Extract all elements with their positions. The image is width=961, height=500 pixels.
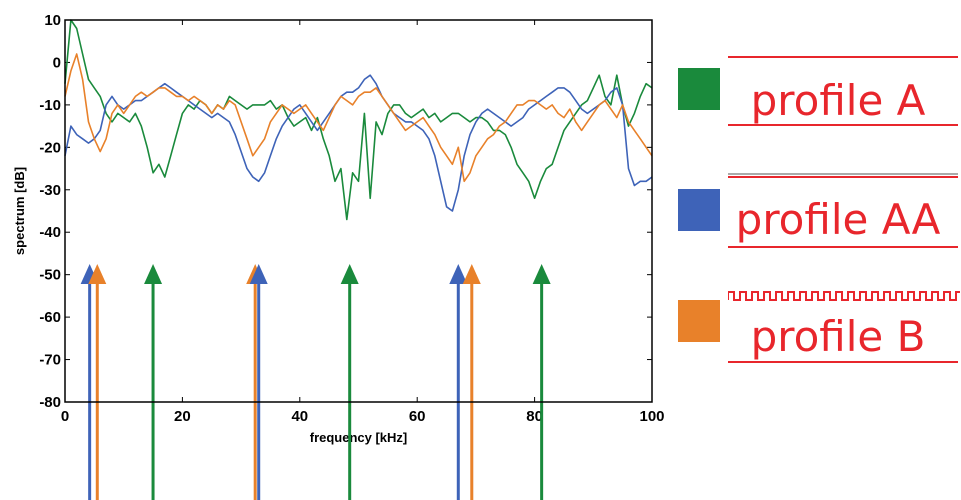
- series-line-blue: [64, 74, 653, 212]
- arrow-marker-green: [532, 264, 551, 500]
- profile-top-line: [728, 56, 958, 58]
- arrow-marker-blue: [249, 264, 268, 500]
- y-tick-label: -20: [39, 139, 61, 156]
- arrow-marker-orange: [88, 264, 107, 500]
- legend-label: profile A: [750, 76, 926, 125]
- y-tick-label: -10: [39, 97, 61, 114]
- x-tick-label: 0: [61, 408, 69, 425]
- profile-bottom-line: [728, 124, 958, 126]
- series-line-green: [64, 19, 653, 221]
- x-tick-label: 20: [174, 408, 191, 425]
- legend-item-profile-aa: profile AA: [678, 173, 961, 255]
- profile-bottom-line: [728, 361, 958, 363]
- series-layer: [64, 19, 653, 221]
- corrugated-profile-line: [728, 291, 960, 301]
- spectrum-chart: spectrum [dB] frequency [kHz] 0 20 40 60 80 1…: [12, 12, 665, 500]
- legend-label: profile AA: [735, 195, 941, 244]
- x-tick-label: 40: [291, 408, 308, 425]
- arrow-marker-green: [340, 264, 359, 500]
- profile-top-line: [728, 173, 958, 175]
- y-tick-label: -80: [39, 394, 61, 411]
- legend-swatch-blue: [678, 189, 720, 231]
- y-tick-label: 10: [44, 12, 61, 29]
- arrow-layer: [80, 264, 551, 500]
- legend-item-profile-a: profile A: [678, 56, 961, 136]
- profile-bottom-line: [728, 246, 958, 248]
- y-tick-label: -60: [39, 309, 61, 326]
- legend-item-profile-b: profile B: [678, 290, 961, 370]
- plot-frame: [64, 19, 653, 403]
- legend-label: profile B: [750, 312, 926, 361]
- arrow-marker-blue: [449, 264, 468, 500]
- y-tick-label: -50: [39, 267, 61, 284]
- x-axis-label: frequency [kHz]: [310, 430, 408, 445]
- y-tick-label: 0: [53, 54, 61, 71]
- x-tick-label: 100: [639, 408, 664, 425]
- y-tick-label: -70: [39, 352, 61, 369]
- y-axis-label: spectrum [dB]: [12, 167, 27, 255]
- legend-swatch-orange: [678, 300, 720, 342]
- y-tick-label: -40: [39, 224, 61, 241]
- arrow-marker-green: [144, 264, 163, 500]
- legend-swatch-green: [678, 68, 720, 110]
- series-line-orange: [64, 53, 653, 183]
- arrow-marker-orange: [462, 264, 481, 500]
- profile-top-line: [728, 176, 958, 178]
- y-tick-label: -30: [39, 182, 61, 199]
- arrow-marker-orange: [246, 264, 265, 500]
- x-tick-label: 80: [526, 408, 543, 425]
- x-tick-label: 60: [409, 408, 426, 425]
